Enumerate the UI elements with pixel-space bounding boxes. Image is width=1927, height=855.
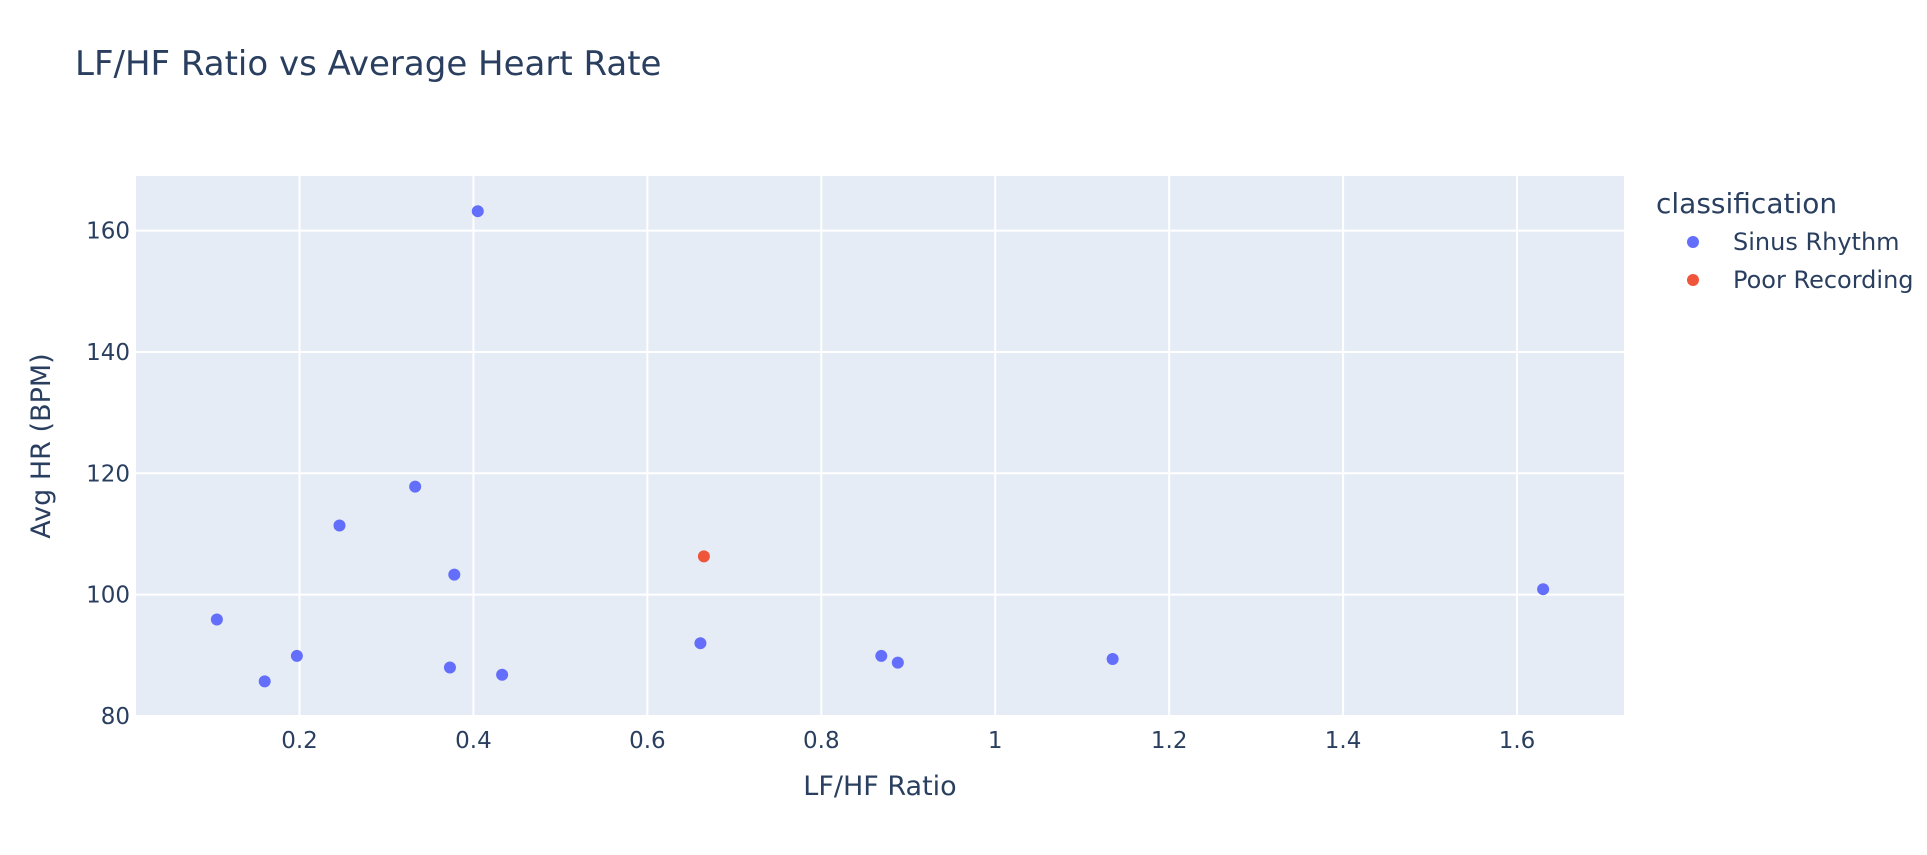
x-tick-label: 1.6 — [1499, 728, 1536, 754]
grid-lines — [136, 176, 1624, 717]
data-point[interactable] — [697, 550, 710, 563]
data-point[interactable] — [1106, 652, 1119, 665]
data-point[interactable] — [694, 637, 707, 650]
legend-title: classification — [1656, 187, 1837, 220]
chart-title: LF/HF Ratio vs Average Heart Rate — [75, 44, 661, 84]
x-tick-label: 0.2 — [281, 728, 318, 754]
data-point[interactable] — [290, 649, 303, 662]
y-tick-label: 80 — [101, 704, 130, 730]
x-tick-label: 1.4 — [1325, 728, 1362, 754]
legend[interactable]: classification Sinus Rhythm Poor Recordin… — [1656, 187, 1914, 294]
x-tick-label: 1.2 — [1151, 728, 1188, 754]
x-axis-title: LF/HF Ratio — [803, 771, 956, 802]
data-point[interactable] — [258, 675, 271, 688]
data-points — [210, 205, 1550, 688]
y-tick-label: 160 — [86, 219, 130, 245]
y-tick-label: 120 — [86, 461, 130, 487]
legend-marker — [1687, 274, 1699, 286]
data-point[interactable] — [875, 649, 888, 662]
tick-labels: 0.2 0.4 0.6 0.8 1 1.2 1.4 1.6 80 100 120 140 160 — [86, 219, 1535, 754]
legend-item-label[interactable]: Poor Recording — [1733, 266, 1914, 294]
y-tick-label: 100 — [86, 583, 130, 609]
legend-marker — [1687, 236, 1699, 248]
data-point[interactable] — [210, 613, 223, 626]
data-point[interactable] — [448, 568, 461, 581]
y-tick-label: 140 — [86, 340, 130, 366]
x-tick-label: 0.6 — [629, 728, 666, 754]
data-point[interactable] — [443, 661, 456, 674]
legend-item-label[interactable]: Sinus Rhythm — [1733, 228, 1900, 256]
data-point[interactable] — [409, 480, 422, 493]
data-point[interactable] — [1537, 583, 1550, 596]
plot-area — [136, 176, 1624, 716]
data-point[interactable] — [471, 205, 484, 218]
x-tick-label: 0.8 — [803, 728, 840, 754]
x-tick-label: 1 — [988, 728, 1003, 754]
data-point[interactable] — [496, 668, 509, 681]
data-point[interactable] — [333, 519, 346, 532]
y-axis-title: Avg HR (BPM) — [26, 353, 57, 538]
x-tick-label: 0.4 — [455, 728, 492, 754]
data-point[interactable] — [891, 656, 904, 669]
